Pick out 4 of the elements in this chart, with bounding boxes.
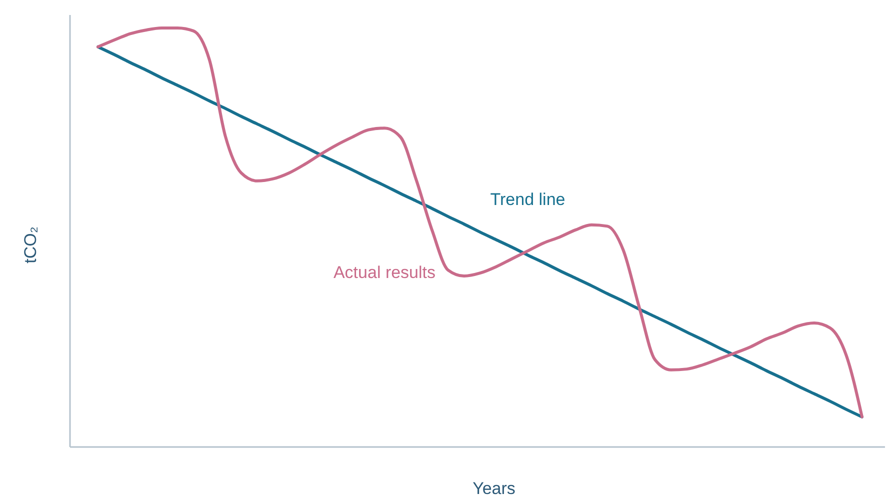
series-label: Trend line xyxy=(490,190,566,210)
series-label: Actual results xyxy=(333,263,436,282)
x-axis-title: Years xyxy=(472,479,516,498)
y-axis-title: tCO₂ xyxy=(21,226,40,264)
